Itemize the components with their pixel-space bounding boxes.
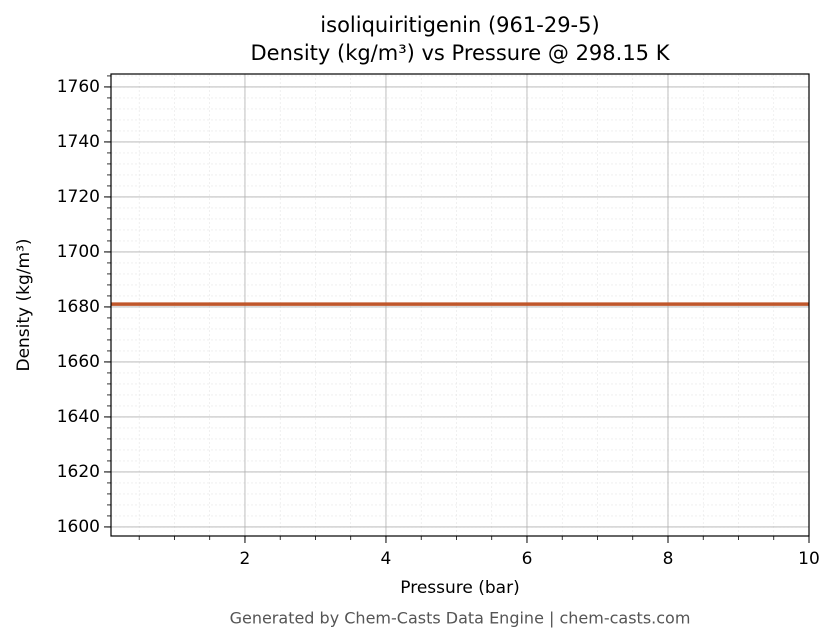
- y-tick-label: 1700: [57, 242, 100, 262]
- x-tick-label: 8: [663, 549, 674, 569]
- y-tick-label: 1640: [57, 407, 100, 427]
- chart-title: isoliquiritigenin (961-29-5): [320, 13, 599, 37]
- footer: Generated by Chem-Casts Data Engine | ch…: [230, 609, 691, 628]
- x-axis-label: Pressure (bar): [400, 578, 519, 598]
- x-tick-label: 6: [522, 549, 533, 569]
- y-tick-label: 1720: [57, 187, 100, 207]
- x-tick-label: 4: [381, 549, 392, 569]
- y-tick-label: 1660: [57, 352, 100, 372]
- y-tick-label: 1740: [57, 132, 100, 152]
- chart-subtitle: Density (kg/m³) vs Pressure @ 298.15 K: [250, 41, 670, 65]
- y-axis-label: Density (kg/m³): [14, 238, 34, 371]
- plot-frame: [110, 73, 810, 537]
- y-tick-label: 1760: [57, 77, 100, 97]
- x-tick-label: 10: [798, 549, 820, 569]
- y-tick-label: 1620: [57, 462, 100, 482]
- x-tick-label: 2: [240, 549, 251, 569]
- y-tick-label: 1600: [57, 517, 100, 537]
- y-tick-label: 1680: [57, 297, 100, 317]
